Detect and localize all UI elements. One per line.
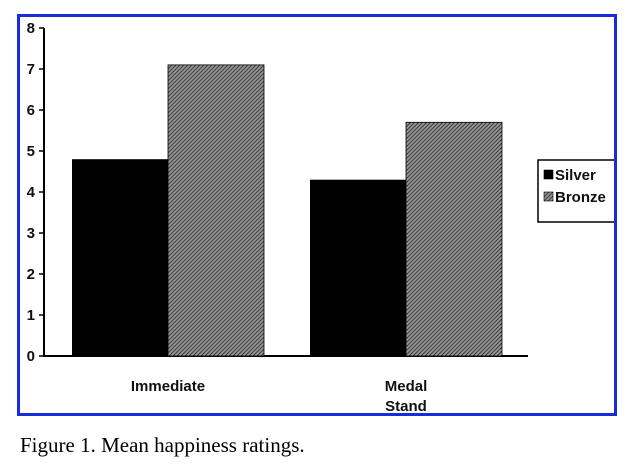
bar-silver-immediate	[72, 159, 168, 356]
y-tick-label: 6	[27, 102, 35, 119]
bars	[72, 64, 503, 357]
y-tick-labels: 0 1 2 3 4 5 6 7 8	[27, 20, 36, 365]
y-tick-label: 5	[27, 143, 35, 160]
y-tick-label: 4	[27, 184, 36, 201]
figure-caption: Figure 1. Mean happiness ratings.	[20, 433, 305, 457]
category-label: Stand	[385, 398, 427, 413]
chart-frame: 0 1 2 3 4 5 6 7 8 Immediate Medal Stand Silver Bron…	[17, 14, 617, 416]
y-tick-label: 2	[27, 266, 35, 283]
y-tick-label: 8	[27, 20, 35, 37]
y-tick-label: 7	[27, 61, 35, 78]
y-tick-label: 3	[27, 225, 35, 242]
legend-swatch-silver	[543, 169, 554, 180]
bar-silver-medal-stand	[310, 179, 406, 356]
legend: Silver Bronze	[537, 159, 614, 223]
y-tick-label: 0	[27, 348, 35, 365]
legend-swatch-bronze	[543, 191, 554, 202]
bar-bronze-medal-stand	[405, 121, 503, 357]
legend-label-silver: Silver	[555, 167, 596, 184]
bar-chart: 0 1 2 3 4 5 6 7 8 Immediate Medal Stand Silver Bron…	[27, 20, 614, 413]
category-label: Medal	[385, 378, 428, 395]
category-labels: Immediate Medal Stand	[131, 378, 427, 413]
bar-bronze-immediate	[167, 64, 265, 357]
y-tick-label: 1	[27, 307, 35, 324]
legend-label-bronze: Bronze	[555, 189, 606, 206]
category-label: Immediate	[131, 378, 205, 395]
